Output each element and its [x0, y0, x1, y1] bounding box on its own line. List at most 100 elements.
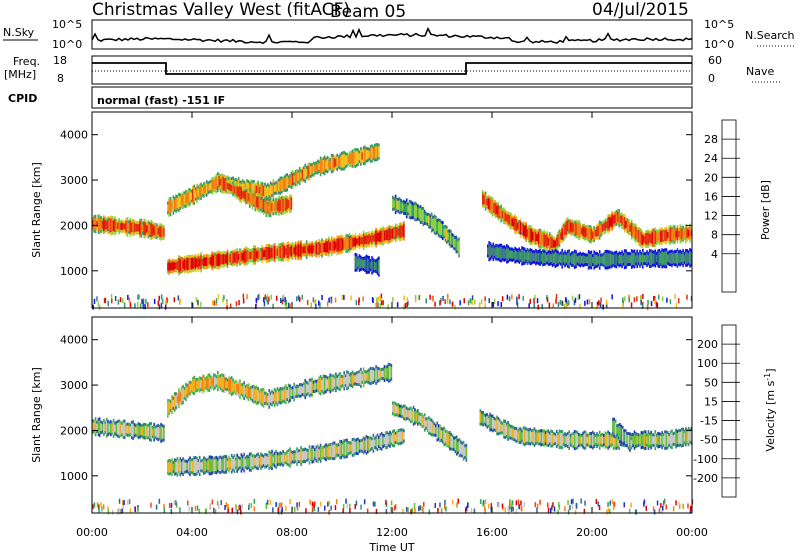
echo-cell	[232, 455, 234, 459]
echo-cell	[487, 244, 489, 248]
echo-cell	[223, 263, 226, 267]
echo-cell	[100, 431, 102, 434]
echo-cell	[601, 444, 604, 448]
echo-cell	[233, 382, 236, 391]
echo-cell	[372, 449, 375, 453]
echo-cell	[658, 228, 661, 232]
echo-cell	[326, 157, 329, 171]
echo-cell	[421, 413, 423, 416]
echo-cell	[175, 460, 177, 473]
echo-cell	[447, 433, 450, 445]
echo-cell	[197, 196, 200, 200]
scatter-speck	[546, 297, 549, 303]
scatter-speck	[363, 499, 366, 505]
echo-cell	[526, 227, 529, 238]
echo-cell	[223, 471, 226, 474]
echo-cell	[536, 231, 538, 235]
echo-cell	[594, 435, 597, 444]
echo-cell	[365, 372, 368, 381]
scatter-speck	[539, 499, 541, 505]
echo-cell	[635, 254, 637, 263]
echo-cell	[537, 442, 540, 446]
echo-cell	[257, 387, 259, 391]
scatter-speck	[272, 507, 274, 513]
scatter-speck	[567, 300, 570, 306]
echo-cell	[675, 227, 677, 231]
echo-cell	[612, 417, 614, 421]
echo-cell	[103, 215, 105, 219]
echo-cell	[264, 247, 266, 250]
echo-cell	[292, 460, 294, 464]
echo-cell	[568, 430, 570, 434]
echo-cell	[276, 210, 279, 214]
echo-cell	[488, 242, 490, 259]
x-tick-label: 16:00	[476, 526, 508, 539]
echo-cell	[169, 198, 172, 214]
echo-cell	[454, 237, 456, 248]
echo-cell	[193, 377, 195, 392]
echo-cell	[292, 244, 294, 257]
echo-cell	[575, 265, 577, 269]
echo-cell	[251, 180, 254, 184]
echo-cell	[365, 271, 368, 274]
echo-cell	[533, 427, 536, 431]
echo-cell	[407, 212, 409, 216]
echo-cell	[451, 235, 453, 245]
echo-cell	[163, 438, 165, 442]
echo-cell	[176, 394, 179, 403]
echo-cell	[517, 429, 519, 433]
echo-cell	[661, 241, 663, 245]
echo-cell	[239, 458, 241, 467]
scatter-speck	[140, 303, 142, 309]
echo-cell	[627, 433, 630, 447]
echo-cell	[292, 452, 294, 461]
echo-cell	[565, 220, 568, 235]
echo-cell	[619, 252, 622, 255]
echo-cell	[643, 233, 645, 237]
echo-cell	[176, 258, 179, 261]
scatter-speck	[406, 302, 408, 307]
echo-cell	[425, 417, 427, 421]
echo-cell	[194, 187, 197, 191]
echo-cell	[486, 414, 488, 426]
echo-cell	[118, 421, 120, 436]
echo-cell	[244, 386, 247, 395]
echo-cell	[285, 255, 287, 259]
echo-cell	[575, 250, 577, 254]
echo-cell	[150, 237, 152, 240]
echo-cell	[390, 227, 393, 239]
echo-cell	[200, 378, 202, 389]
echo-cell	[605, 218, 608, 222]
echo-cell	[93, 229, 95, 233]
echo-cell	[222, 252, 225, 265]
echo-cell	[518, 441, 520, 444]
echo-cell	[573, 222, 576, 234]
echo-cell	[630, 446, 633, 450]
echo-cell	[364, 258, 366, 269]
echo-cell	[204, 379, 207, 387]
echo-cell	[553, 247, 555, 251]
nsearch-label: N.Search	[745, 29, 795, 42]
echo-cell	[190, 471, 193, 475]
echo-cell	[532, 430, 534, 443]
echo-cell	[499, 245, 501, 260]
scatter-speck	[296, 296, 298, 302]
echo-cell	[379, 447, 382, 450]
echo-cell	[211, 471, 213, 475]
echo-cell	[557, 432, 559, 435]
echo-band	[92, 214, 165, 241]
echo-cell	[404, 212, 407, 215]
echo-cell	[510, 258, 512, 262]
echo-cell	[267, 183, 269, 187]
echo-cell	[261, 196, 263, 200]
echo-cell	[646, 433, 648, 437]
scatter-speck	[315, 304, 317, 310]
echo-cell	[296, 169, 298, 172]
echo-cell	[350, 236, 352, 248]
echo-cell	[262, 247, 265, 251]
echo-cell	[404, 404, 407, 408]
echo-cell	[530, 242, 533, 246]
echo-cell	[598, 250, 601, 254]
echo-cell	[232, 251, 234, 264]
echo-cell	[678, 262, 680, 266]
